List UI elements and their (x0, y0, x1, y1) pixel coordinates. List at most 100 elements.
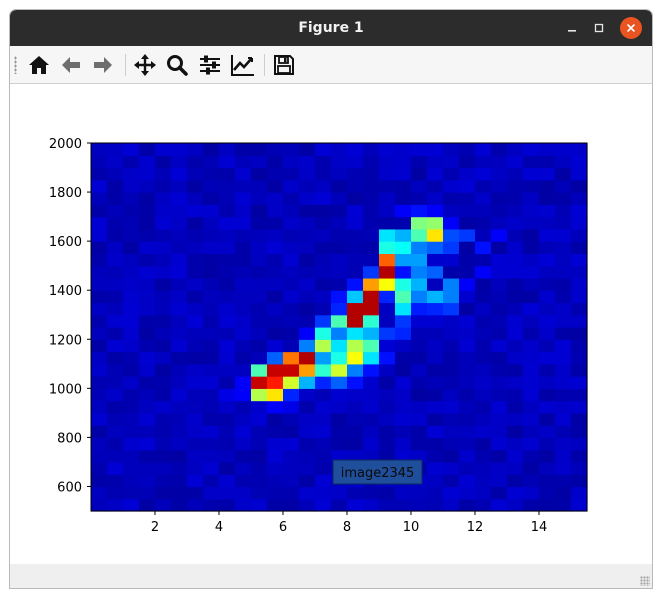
resize-grip[interactable] (640, 576, 650, 586)
heatmap-cell (155, 474, 172, 488)
heatmap-cell (235, 327, 252, 340)
heatmap-cell (155, 437, 172, 451)
heatmap-cell (475, 461, 492, 475)
figure-canvas[interactable]: 2 4 6 8 10 12 14 600 800 1000 1200 1400 1600 1800 2000… (10, 84, 652, 564)
minimize-button[interactable] (561, 17, 583, 39)
heatmap-cell (363, 265, 380, 279)
heatmap-cell (267, 241, 284, 254)
home-button[interactable] (25, 51, 53, 79)
heatmap-cell (475, 425, 492, 438)
heatmap-cell (347, 314, 364, 328)
heatmap-cell (299, 412, 316, 426)
heatmap-cell (251, 425, 268, 438)
heatmap-cell (491, 143, 508, 156)
heatmap-cell (395, 290, 412, 304)
heatmap-cell (363, 179, 380, 193)
heatmap-cell (347, 155, 364, 169)
heatmap-cell (459, 351, 476, 365)
heatmap-cell (203, 351, 220, 365)
configure-subplots-button[interactable] (196, 51, 224, 79)
heatmap-cell (267, 204, 284, 218)
heatmap-cell (427, 388, 444, 402)
heatmap-cell (315, 351, 332, 365)
heatmap-cell (219, 363, 236, 377)
maximize-button[interactable] (588, 17, 610, 39)
heatmap-plot[interactable]: 2 4 6 8 10 12 14 600 800 1000 1200 1400 1600 1800 2000… (10, 84, 652, 564)
save-button[interactable] (270, 51, 298, 79)
heatmap-cell (219, 461, 236, 475)
heatmap-cell (427, 449, 444, 463)
heatmap-cell (283, 498, 300, 512)
heatmap-cell (555, 461, 572, 475)
heatmap-cell (411, 302, 428, 316)
back-button[interactable] (57, 51, 85, 79)
heatmap-cell (283, 425, 300, 438)
heatmap-cell (475, 486, 492, 500)
heatmap-cell (203, 155, 220, 169)
edit-axes-button[interactable] (229, 51, 257, 79)
heatmap-cell (427, 155, 444, 169)
pan-button[interactable] (131, 51, 159, 79)
y-tick-label: 1600 (49, 235, 82, 250)
heatmap-cell (475, 376, 492, 389)
heatmap-cell (507, 388, 524, 402)
heatmap-cells (91, 143, 588, 512)
heatmap-cell (571, 339, 588, 353)
heatmap-cell (107, 192, 124, 205)
heatmap-cell (267, 302, 284, 316)
heatmap-cell (299, 339, 316, 353)
heatmap-cell (555, 253, 572, 267)
close-button[interactable] (620, 17, 642, 39)
heatmap-cell (203, 167, 220, 181)
heatmap-cell (539, 327, 556, 340)
heatmap-cell (235, 498, 252, 512)
heatmap-cell (459, 314, 476, 328)
heatmap-cell (267, 179, 284, 193)
heatmap-cell (123, 449, 140, 463)
heatmap-cell (283, 339, 300, 353)
heatmap-cell (299, 265, 316, 279)
forward-button[interactable] (89, 51, 117, 79)
heatmap-cell (363, 425, 380, 438)
heatmap-cell (331, 179, 348, 193)
heatmap-cell (459, 277, 476, 291)
heatmap-cell (155, 388, 172, 402)
heatmap-cell (443, 167, 460, 181)
heatmap-cell (139, 339, 156, 353)
heatmap-cell (475, 167, 492, 181)
heatmap-cell (107, 363, 124, 377)
heatmap-cell (555, 314, 572, 328)
heatmap-cell (203, 253, 220, 267)
heatmap-cell (123, 241, 140, 254)
heatmap-cell (347, 388, 364, 402)
y-tick-label: 800 (57, 431, 82, 446)
heatmap-cell (267, 327, 284, 340)
heatmap-cell (299, 437, 316, 451)
heatmap-cell (459, 412, 476, 426)
toolbar-grip[interactable] (14, 56, 17, 74)
heatmap-cell (491, 486, 508, 500)
heatmap-cell (331, 192, 348, 205)
heatmap-cell (219, 216, 236, 230)
heatmap-cell (459, 265, 476, 279)
heatmap-cell (283, 253, 300, 267)
heatmap-cell (139, 425, 156, 438)
heatmap-cell (363, 412, 380, 426)
heatmap-cell (171, 314, 188, 328)
heatmap-cell (171, 339, 188, 353)
heatmap-cell (251, 277, 268, 291)
heatmap-cell (171, 204, 188, 218)
heatmap-cell (123, 179, 140, 193)
heatmap-cell (267, 253, 284, 267)
title-bar[interactable]: Figure 1 (10, 10, 652, 46)
heatmap-cell (443, 339, 460, 353)
zoom-button[interactable] (163, 51, 191, 79)
heatmap-cell (235, 437, 252, 451)
heatmap-cell (219, 449, 236, 463)
heatmap-cell (251, 449, 268, 463)
heatmap-cell (155, 216, 172, 230)
heatmap-cell (523, 461, 540, 475)
heatmap-cell (123, 437, 140, 451)
heatmap-cell (427, 363, 444, 377)
heatmap-cell (507, 192, 524, 205)
